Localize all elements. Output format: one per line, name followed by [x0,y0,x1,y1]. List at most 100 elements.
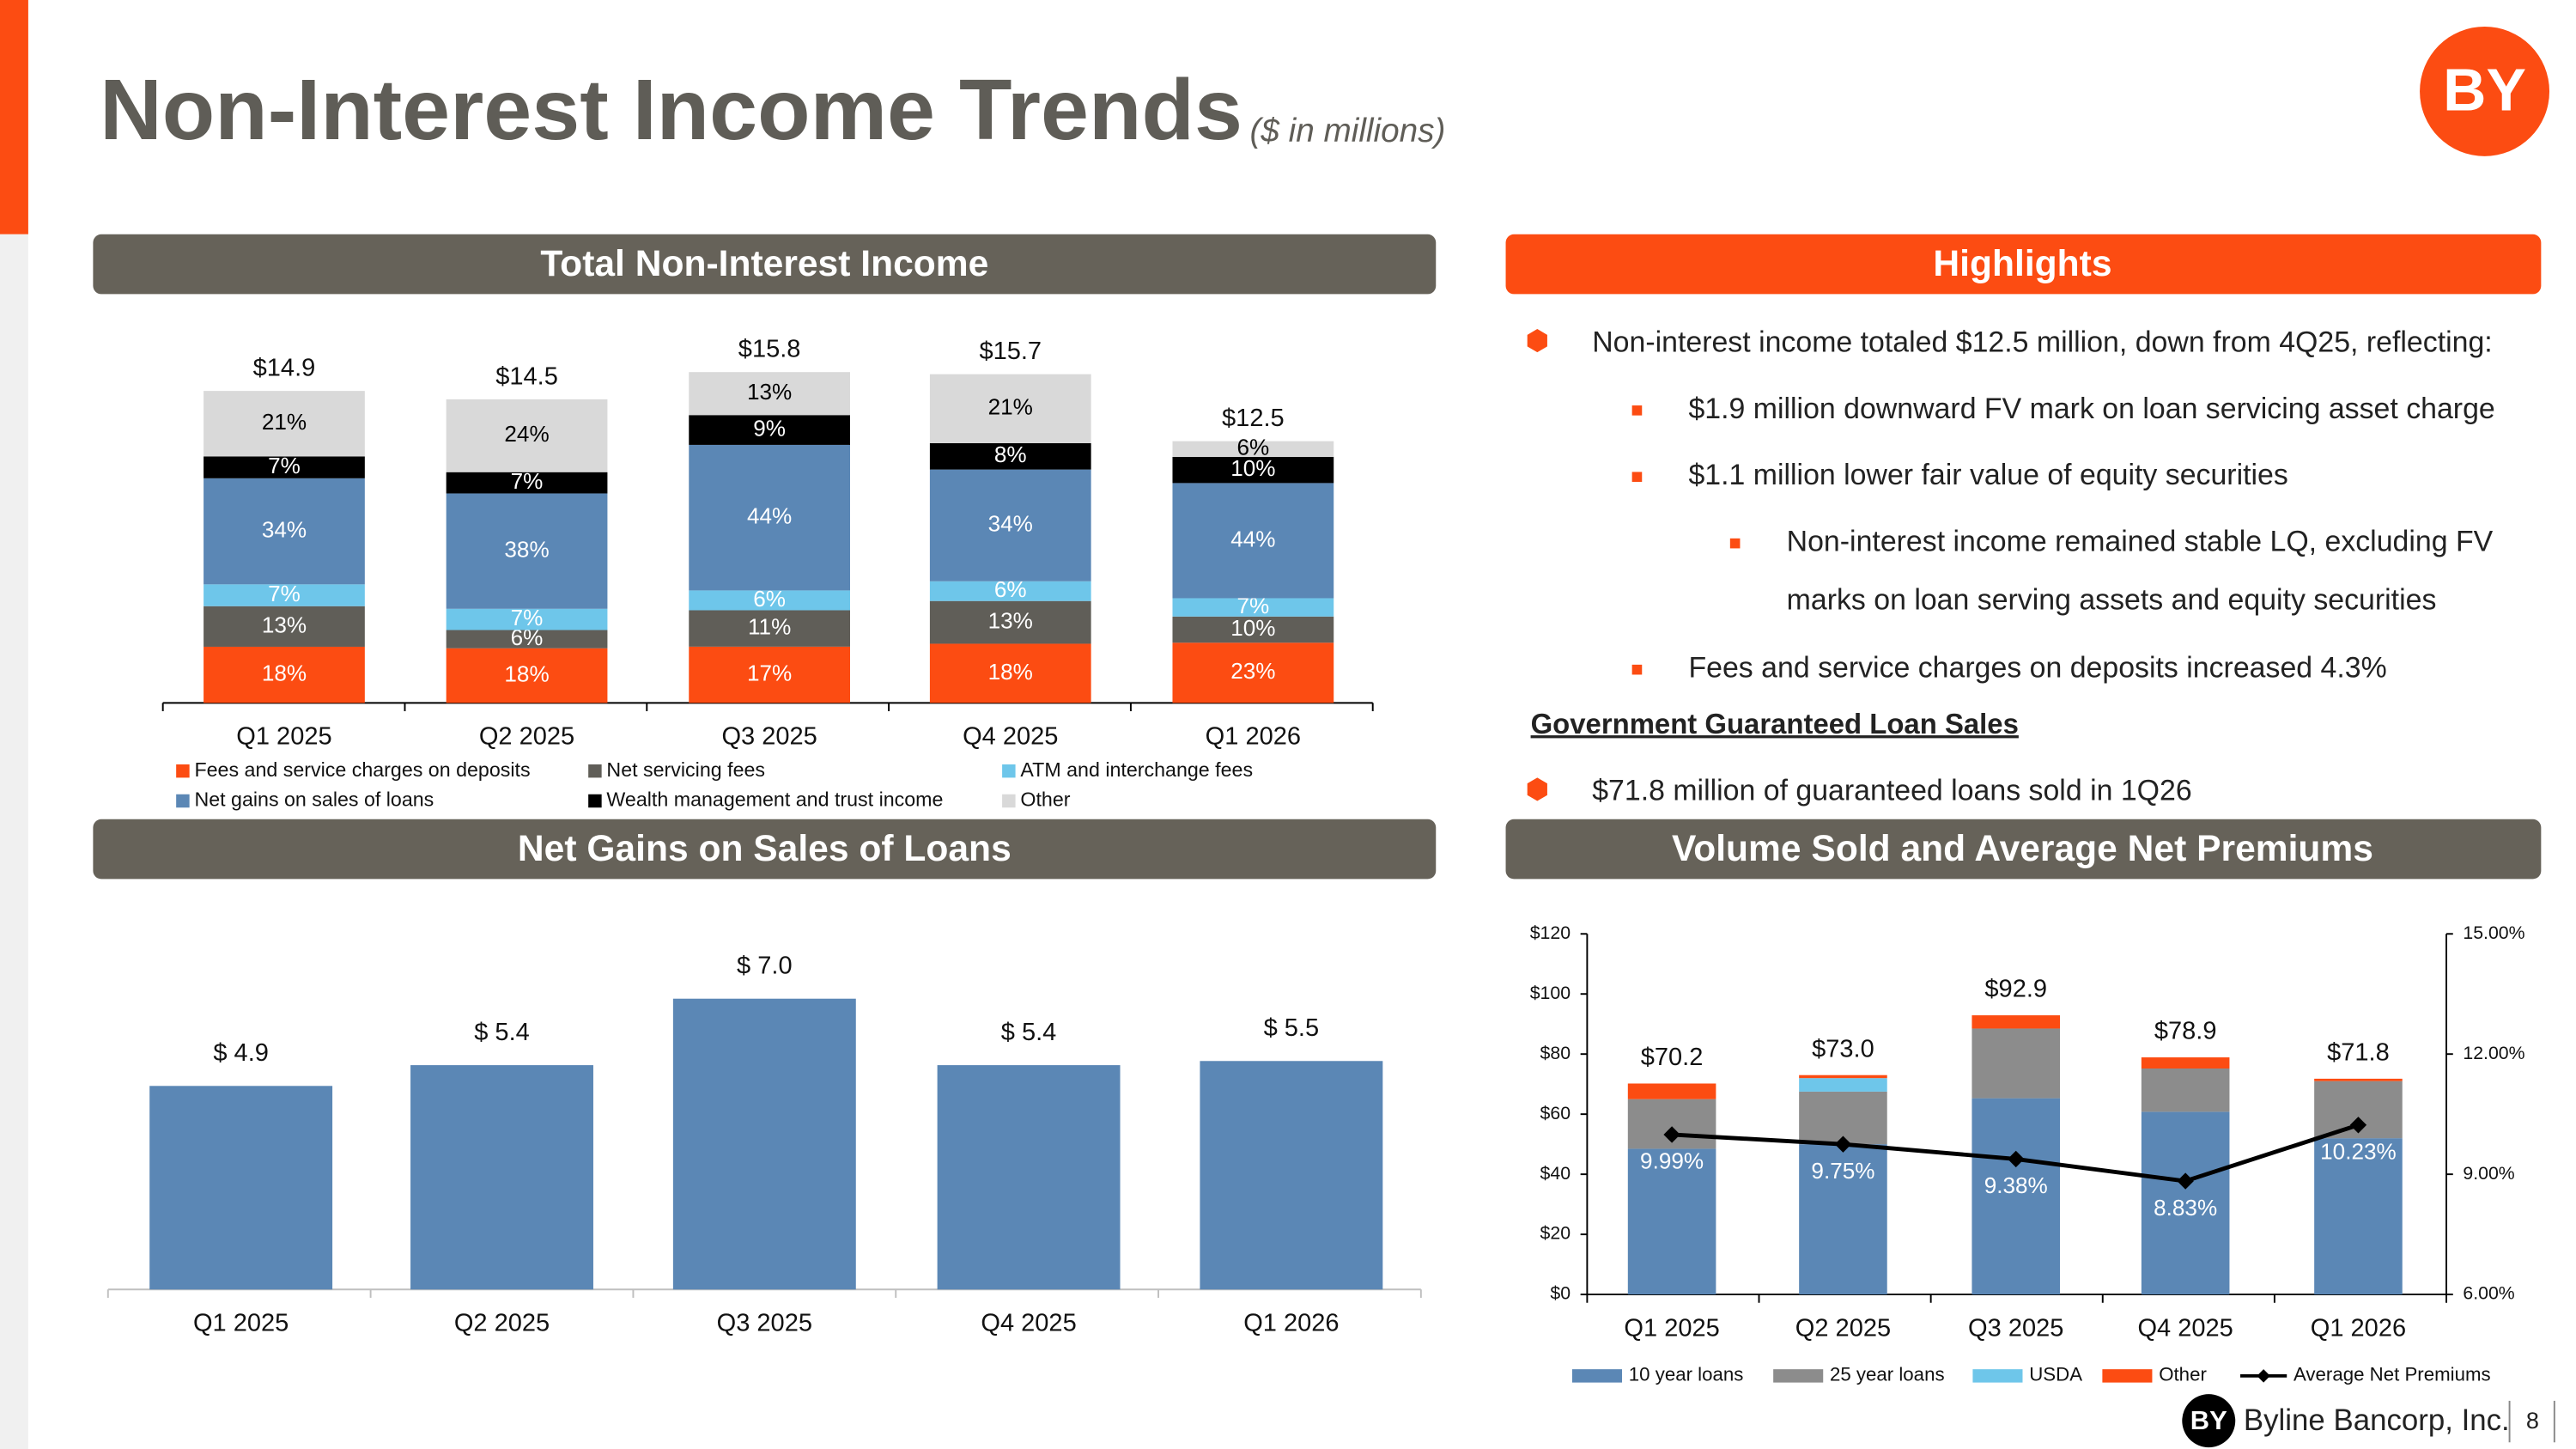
y-tick-label: $60 [1540,1103,1571,1123]
y-tick-label: $40 [1540,1163,1571,1184]
bar-segment [446,630,608,648]
bullet [1729,538,1741,549]
y-tick-label: $100 [1530,983,1571,1003]
value-label: $ 5.4 [1001,1019,1057,1046]
segment-label: 7% [511,605,544,630]
segment-label: 44% [1230,526,1275,551]
bar-segment [204,391,365,457]
segment-label: 9% [753,416,786,441]
segment-label: 8% [994,441,1027,467]
bar-segment [1971,1015,2061,1029]
bar-segment [1172,642,1334,703]
y-tick-label: $20 [1540,1223,1571,1244]
bar-segment [929,643,1091,703]
bar-segment [1172,598,1334,617]
segment-label: 7% [268,453,301,478]
segment-label: 18% [504,661,549,686]
legend-swatch [588,764,602,778]
legend-marker [2257,1369,2270,1383]
bar-segment [929,600,1091,644]
bar-segment [204,478,365,585]
total-label: $14.9 [253,355,316,382]
bar-segment [2141,1068,2230,1112]
legend-label: Average Net Premiums [2293,1364,2491,1385]
bar-segment [2314,1138,2403,1295]
segment-label: 23% [1230,658,1275,684]
bar-segment [1971,1098,2061,1295]
bar-segment [1627,1083,1716,1099]
x-tick-label: Q4 2025 [981,1310,1076,1337]
bar-segment [446,493,608,609]
highlight-item: Non-interest income totaled $12.5 millio… [1592,326,2493,358]
segment-label: 21% [988,394,1033,420]
section-title: Total Non-Interest Income [540,243,988,284]
bar [149,1086,333,1290]
bar-segment [1799,1078,1887,1092]
segment-label: 17% [747,661,792,686]
x-tick-label: Q2 2025 [454,1310,550,1337]
bar-segment [2141,1057,2230,1068]
segment-label: 34% [988,511,1033,537]
line-marker [1663,1126,1680,1143]
segment-label: 10% [1230,615,1275,641]
bar-segment [1971,1028,2061,1099]
accent-bar [0,0,28,234]
bar-segment [204,456,365,478]
page-number: 8 [2526,1407,2539,1434]
bar-segment [204,584,365,606]
bar-segment [204,606,365,647]
x-tick-label: Q1 2026 [1206,723,1301,751]
bar-segment [929,469,1091,581]
bar-segment [446,648,608,703]
bar-segment [446,472,608,494]
total-label: $12.5 [1222,405,1285,432]
x-tick-label: Q1 2025 [193,1310,289,1337]
bar-segment [689,415,850,445]
line-value-label: 10.23% [2320,1139,2397,1165]
section-header [93,819,1437,880]
bullet [1527,329,1547,353]
bar-segment [929,443,1091,470]
legend-label: Wealth management and trust income [606,788,943,811]
segment-label: 38% [504,537,549,563]
y-tick-label: $0 [1550,1283,1571,1304]
bar-segment [446,399,608,472]
bar [937,1065,1121,1290]
total-label: $15.7 [979,338,1042,365]
total-label: $92.9 [1984,976,2047,1003]
bullet [1631,405,1643,416]
legend-label: Fees and service charges on deposits [194,758,530,781]
total-label: $71.8 [2327,1039,2390,1067]
segment-label: 6% [1236,435,1269,460]
bar-segment [1799,1091,1887,1145]
total-label: $78.9 [2154,1018,2217,1045]
x-tick-label: Q4 2025 [963,723,1058,751]
x-tick-label: Q3 2025 [717,1310,812,1337]
bar-segment [689,590,850,611]
y-tick-label: $80 [1540,1043,1571,1063]
highlight-item: $1.1 million lower fair value of equity … [1688,459,2287,491]
bar-segment [1172,616,1334,643]
segment-label: 7% [268,581,301,606]
segment-label: 11% [748,614,791,640]
bar-segment [204,646,365,703]
bar-segment [929,581,1091,601]
highlight-item: $1.9 million downward FV mark on loan se… [1688,393,2494,425]
value-label: $ 4.9 [213,1039,269,1067]
bar-segment [929,374,1091,444]
y2-tick-label: 12.00% [2463,1043,2524,1063]
legend-swatch [2102,1369,2153,1383]
bar [410,1065,593,1290]
slide-title: Non-Interest Income Trends [100,62,1242,158]
highlight-item: $71.8 million of guaranteed loans sold i… [1592,775,2192,807]
line-value-label: 9.38% [1984,1172,2048,1198]
legend-label: 25 year loans [1830,1364,1945,1385]
total-label: $15.8 [738,336,801,363]
section-header [93,234,1437,295]
legend-label: Other [2159,1364,2207,1385]
x-tick-label: Q3 2025 [721,723,817,751]
bullet [1631,664,1643,675]
bar-segment [1799,1144,1887,1295]
legend-swatch [1571,1369,1623,1383]
y2-tick-label: 9.00% [2463,1163,2514,1184]
